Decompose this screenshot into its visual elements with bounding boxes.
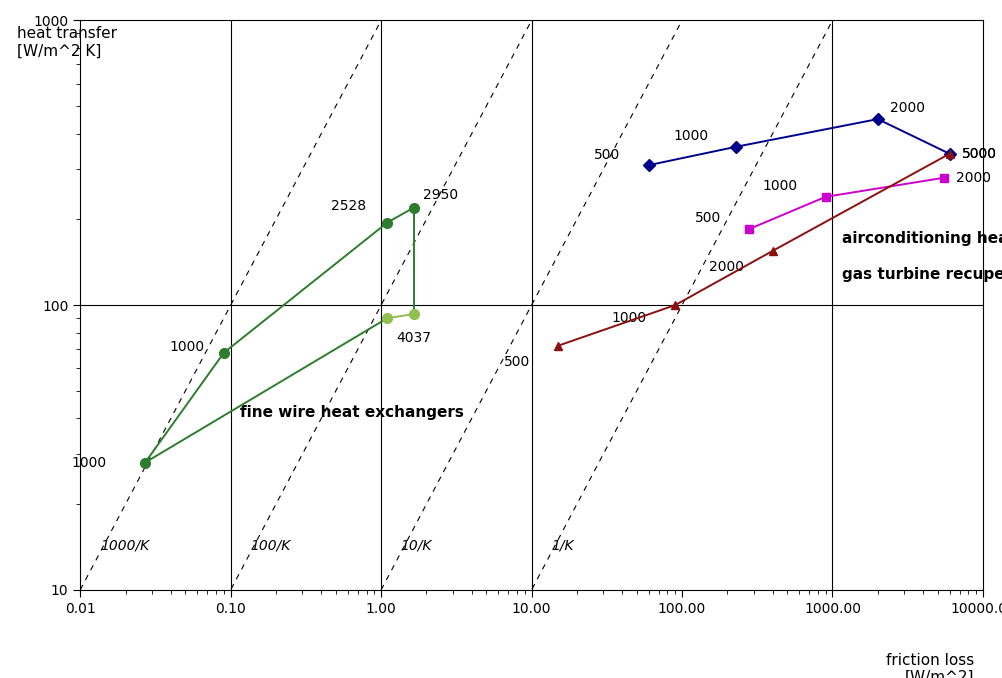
Text: 500: 500 — [593, 148, 620, 161]
Text: 1/K: 1/K — [551, 539, 573, 553]
Text: airconditioning heat exchangers: airconditioning heat exchangers — [841, 231, 1002, 245]
Text: 1000: 1000 — [169, 340, 204, 354]
Text: fine wire heat exchangers: fine wire heat exchangers — [239, 405, 463, 420]
Text: 5000: 5000 — [961, 146, 995, 161]
Text: 5000: 5000 — [961, 146, 995, 161]
Text: 2000: 2000 — [889, 102, 924, 115]
Text: 4037: 4037 — [396, 331, 431, 345]
Text: 500: 500 — [694, 212, 720, 225]
Text: 2528: 2528 — [331, 199, 366, 213]
Text: 1000/K: 1000/K — [100, 539, 149, 553]
Text: 1000: 1000 — [71, 456, 106, 470]
Text: 2000: 2000 — [955, 171, 990, 185]
Text: gas turbine recuperators: gas turbine recuperators — [841, 267, 1002, 282]
Text: 1000: 1000 — [672, 129, 707, 143]
Text: friction loss
[W/m^2]: friction loss [W/m^2] — [885, 652, 973, 678]
Text: 100/K: 100/K — [250, 539, 291, 553]
Text: 10/K: 10/K — [401, 539, 432, 553]
Text: 2000: 2000 — [708, 260, 743, 274]
Text: heat transfer
[W/m^2 K]: heat transfer [W/m^2 K] — [17, 26, 117, 58]
Text: 500: 500 — [503, 355, 529, 369]
Text: 1000: 1000 — [611, 311, 646, 325]
Text: 2950: 2950 — [423, 188, 458, 201]
Text: 1000: 1000 — [762, 179, 797, 193]
